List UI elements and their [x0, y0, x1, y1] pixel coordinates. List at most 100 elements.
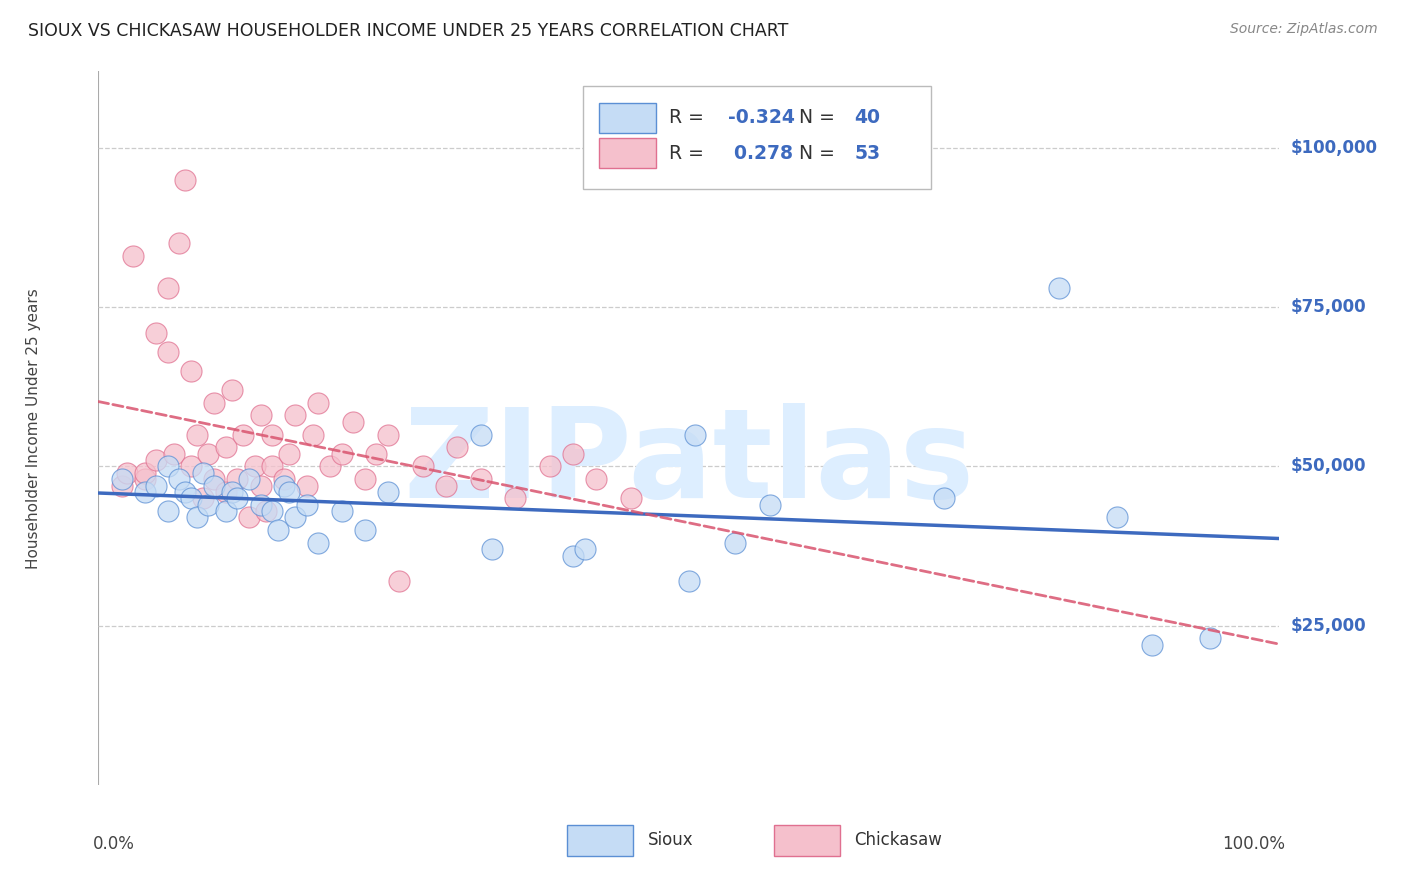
- FancyBboxPatch shape: [773, 825, 841, 856]
- Point: [388, 574, 411, 588]
- Point: [180, 364, 202, 378]
- Text: 0.278: 0.278: [721, 144, 793, 163]
- Point: [503, 491, 526, 506]
- Point: [342, 415, 364, 429]
- Point: [1140, 638, 1163, 652]
- Point: [585, 472, 607, 486]
- Point: [238, 510, 260, 524]
- Text: Householder Income Under 25 years: Householder Income Under 25 years: [25, 288, 41, 568]
- Point: [174, 172, 197, 186]
- Point: [156, 504, 179, 518]
- Point: [180, 459, 202, 474]
- Point: [156, 344, 179, 359]
- Point: [169, 236, 191, 251]
- Text: 0.0%: 0.0%: [93, 835, 135, 853]
- Text: Chickasaw: Chickasaw: [855, 831, 942, 849]
- Point: [574, 542, 596, 557]
- Point: [330, 447, 353, 461]
- Point: [197, 447, 219, 461]
- Text: 53: 53: [855, 144, 880, 163]
- Point: [319, 459, 342, 474]
- Point: [110, 472, 132, 486]
- Point: [434, 478, 457, 492]
- Point: [163, 447, 186, 461]
- Point: [295, 478, 318, 492]
- Point: [307, 536, 329, 550]
- Point: [134, 472, 156, 486]
- Point: [470, 427, 492, 442]
- Text: $100,000: $100,000: [1291, 139, 1378, 157]
- Point: [353, 523, 375, 537]
- Text: N =: N =: [799, 144, 841, 163]
- Point: [156, 281, 179, 295]
- Point: [932, 491, 955, 506]
- Text: $25,000: $25,000: [1291, 616, 1367, 635]
- Text: SIOUX VS CHICKASAW HOUSEHOLDER INCOME UNDER 25 YEARS CORRELATION CHART: SIOUX VS CHICKASAW HOUSEHOLDER INCOME UN…: [28, 22, 789, 40]
- Point: [301, 427, 323, 442]
- Text: R =: R =: [669, 108, 710, 128]
- Point: [1199, 632, 1222, 646]
- Point: [117, 466, 139, 480]
- Point: [262, 459, 284, 474]
- Point: [145, 326, 167, 340]
- Text: $50,000: $50,000: [1291, 458, 1367, 475]
- Point: [683, 427, 706, 442]
- Text: 100.0%: 100.0%: [1222, 835, 1285, 853]
- Point: [232, 427, 254, 442]
- Text: ZIPatlas: ZIPatlas: [404, 403, 974, 524]
- Point: [180, 491, 202, 506]
- Point: [249, 409, 271, 423]
- FancyBboxPatch shape: [599, 138, 655, 169]
- Point: [186, 427, 208, 442]
- Point: [174, 484, 197, 499]
- Point: [377, 484, 399, 499]
- FancyBboxPatch shape: [599, 103, 655, 133]
- Point: [562, 549, 585, 563]
- Point: [262, 427, 284, 442]
- Text: -0.324: -0.324: [728, 108, 794, 128]
- Point: [620, 491, 643, 506]
- Point: [238, 472, 260, 486]
- Point: [307, 395, 329, 409]
- Point: [202, 472, 225, 486]
- FancyBboxPatch shape: [567, 825, 634, 856]
- Point: [377, 427, 399, 442]
- Point: [221, 383, 243, 397]
- Point: [134, 466, 156, 480]
- Point: [156, 459, 179, 474]
- Point: [562, 447, 585, 461]
- Point: [273, 472, 295, 486]
- Point: [353, 472, 375, 486]
- Text: Sioux: Sioux: [648, 831, 693, 849]
- Point: [538, 459, 561, 474]
- Point: [243, 459, 266, 474]
- Point: [169, 472, 191, 486]
- Point: [262, 504, 284, 518]
- Point: [284, 510, 307, 524]
- Point: [446, 440, 468, 454]
- Point: [110, 478, 132, 492]
- Point: [249, 478, 271, 492]
- Point: [278, 447, 301, 461]
- Point: [1107, 510, 1129, 524]
- Point: [470, 472, 492, 486]
- Point: [145, 453, 167, 467]
- Point: [273, 478, 295, 492]
- Point: [191, 466, 214, 480]
- Point: [226, 472, 249, 486]
- Point: [202, 395, 225, 409]
- Point: [221, 484, 243, 499]
- Point: [366, 447, 388, 461]
- Point: [122, 249, 145, 263]
- Point: [481, 542, 503, 557]
- Point: [295, 498, 318, 512]
- Point: [254, 504, 277, 518]
- Point: [412, 459, 434, 474]
- Point: [267, 523, 290, 537]
- Text: 40: 40: [855, 108, 880, 128]
- Point: [249, 498, 271, 512]
- Point: [215, 504, 238, 518]
- Point: [330, 504, 353, 518]
- Point: [134, 484, 156, 499]
- Point: [186, 510, 208, 524]
